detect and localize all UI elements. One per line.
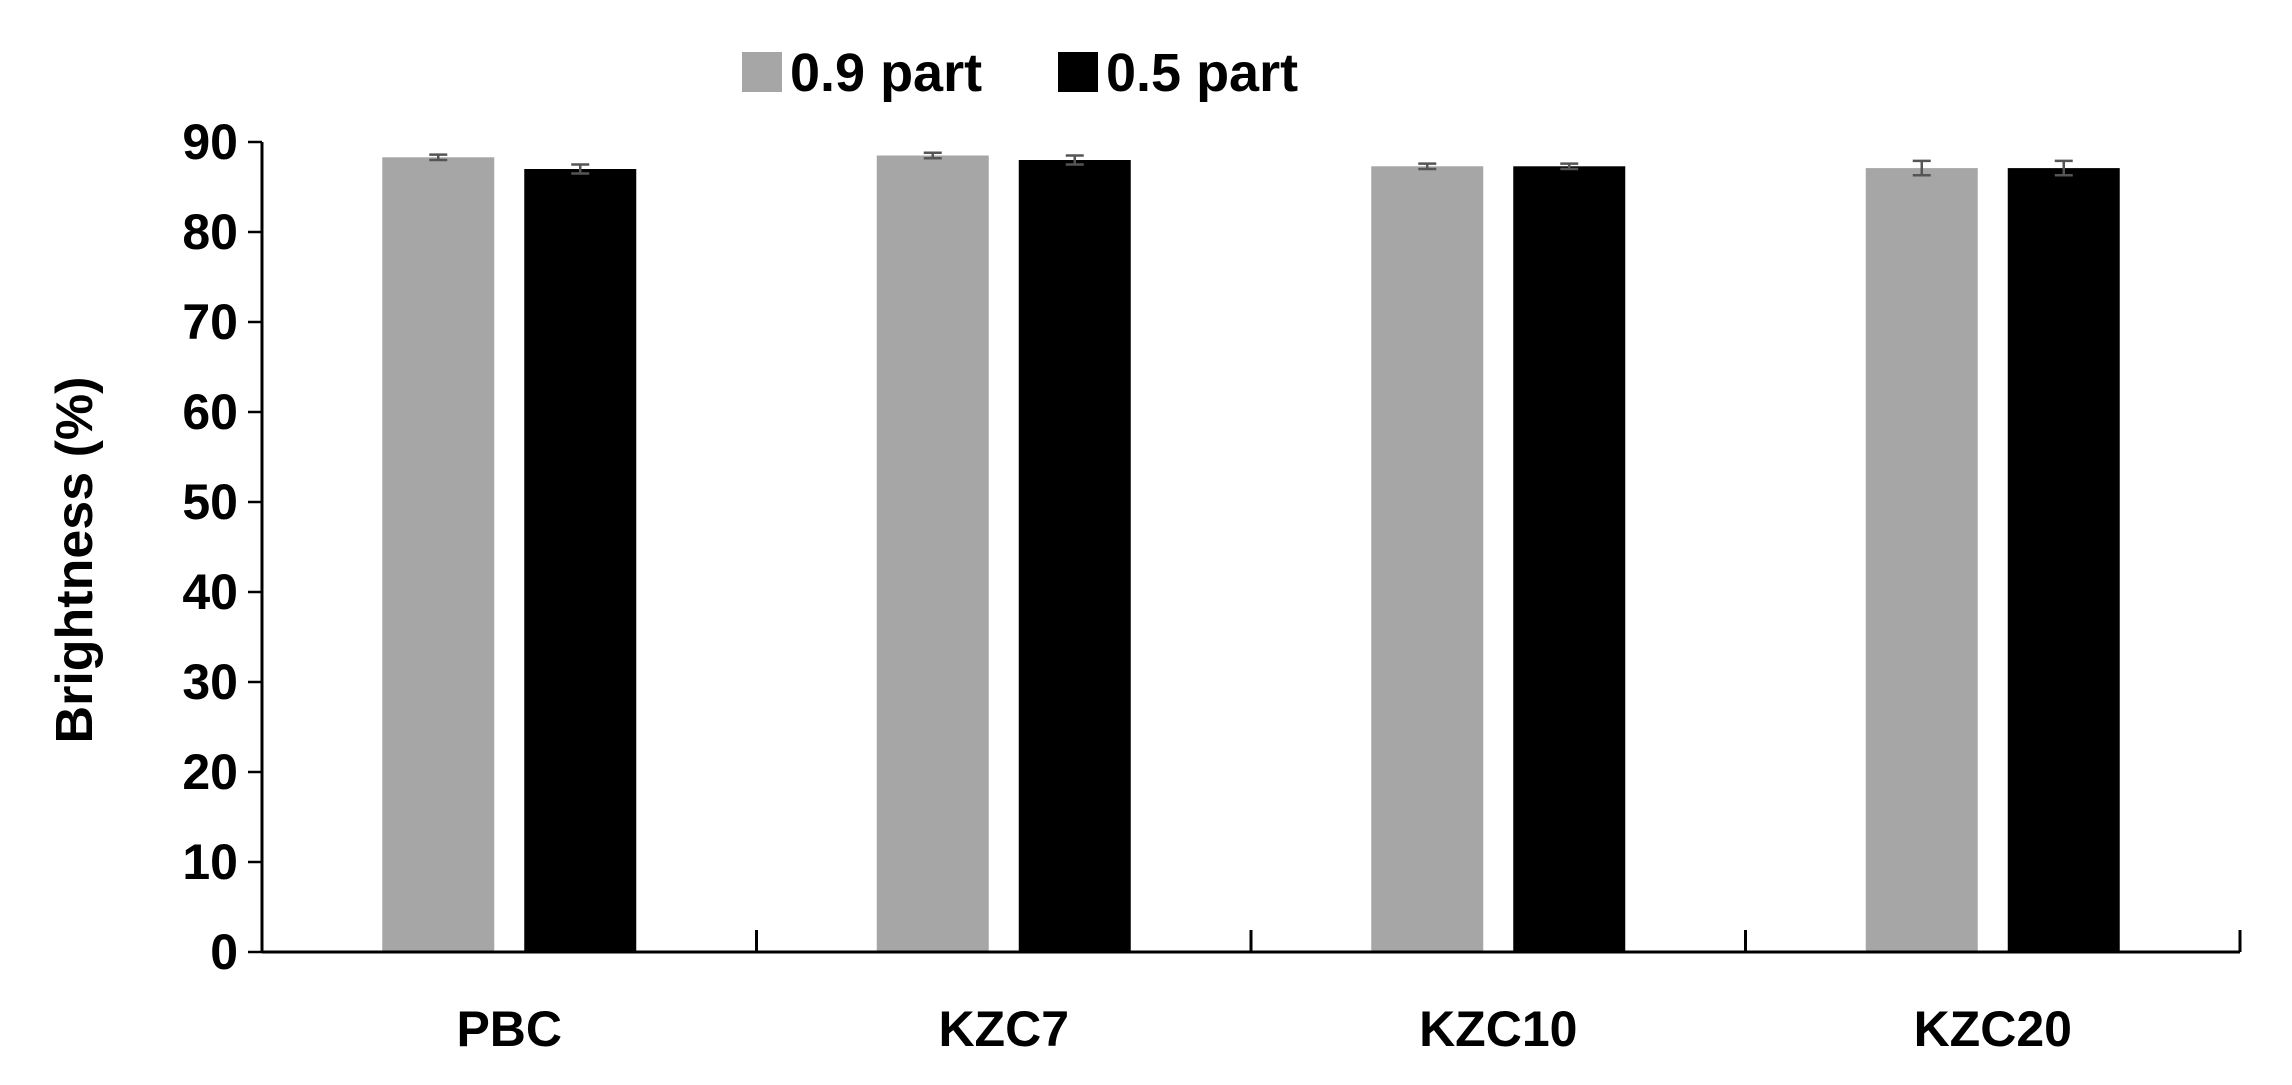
error-bar xyxy=(1418,162,1437,171)
axes xyxy=(260,142,2242,954)
category-label: KZC20 xyxy=(1914,1001,2072,1057)
error-bar xyxy=(1065,154,1084,166)
y-tick-label: 90 xyxy=(182,114,238,170)
bar-kzc7-s1 xyxy=(876,155,989,952)
error-bar xyxy=(571,163,590,175)
y-tick-label: 10 xyxy=(182,834,238,890)
error-bar xyxy=(923,151,942,160)
legend-item: 0.9 part xyxy=(742,43,982,103)
legend: 0.9 part 0.5 part xyxy=(742,43,1298,103)
bar-kzc7-s2 xyxy=(1018,160,1131,952)
bar-kzc20-s2 xyxy=(2007,168,2120,953)
error-bar xyxy=(2054,159,2073,177)
y-tick-label: 0 xyxy=(210,924,238,980)
y-axis-title: Brightness (%) xyxy=(46,377,104,744)
legend-label: 0.5 part xyxy=(1106,43,1298,103)
legend-label: 0.9 part xyxy=(790,43,982,103)
legend-swatch xyxy=(1058,52,1098,92)
y-tick-label: 40 xyxy=(182,564,238,620)
category-labels: PBC KZC7 KZC10 KZC20 xyxy=(456,1001,2071,1057)
legend-item: 0.5 part xyxy=(1058,43,1298,103)
y-tick-label: 60 xyxy=(182,384,238,440)
y-tick-label: 80 xyxy=(182,204,238,260)
y-tick-label: 20 xyxy=(182,744,238,800)
error-bars xyxy=(429,151,2073,177)
error-bar xyxy=(1560,162,1579,171)
bar-kzc10-s2 xyxy=(1513,166,1626,953)
y-tick-label: 70 xyxy=(182,294,238,350)
legend-swatch xyxy=(742,52,782,92)
y-tick-label: 30 xyxy=(182,654,238,710)
bar-kzc20-s1 xyxy=(1865,168,1978,953)
y-tick-label: 50 xyxy=(182,474,238,530)
category-label: PBC xyxy=(456,1001,562,1057)
error-bar xyxy=(429,153,448,162)
category-label: KZC10 xyxy=(1419,1001,1577,1057)
bars xyxy=(382,155,2120,953)
y-axis-ticks: 0 10 20 30 40 50 60 70 80 90 xyxy=(182,114,262,980)
category-label: KZC7 xyxy=(938,1001,1069,1057)
bar-pbc-s1 xyxy=(382,157,495,953)
bar-pbc-s2 xyxy=(524,169,637,952)
bar-kzc10-s1 xyxy=(1371,166,1484,953)
error-bar xyxy=(1912,159,1931,177)
